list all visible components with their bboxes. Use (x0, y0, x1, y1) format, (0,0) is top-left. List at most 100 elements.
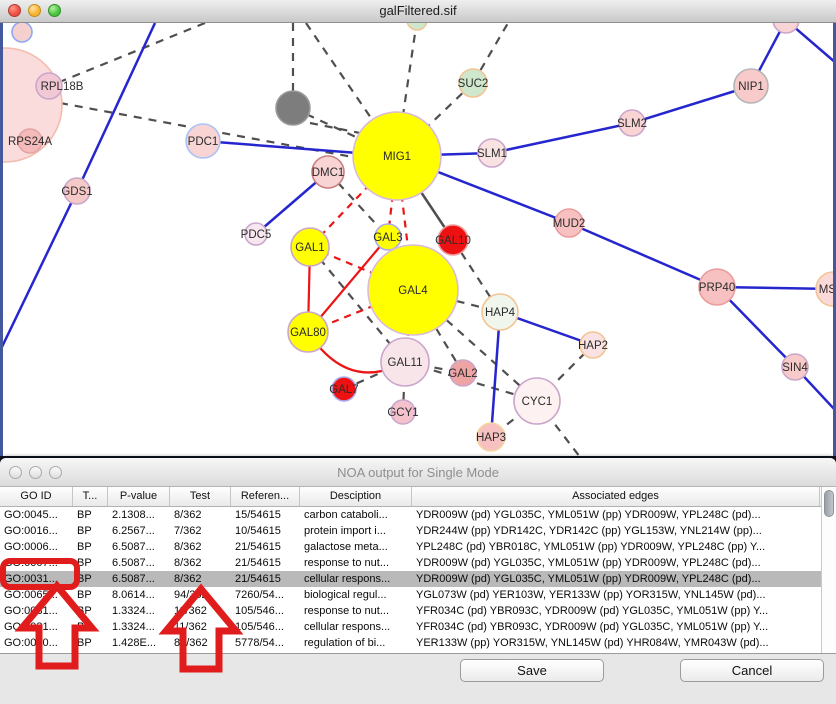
cell-edges: YDR009W (pd) YGL035C, YML051W (pp) YDR00… (416, 557, 761, 569)
cell-reference: 105/546... (235, 605, 284, 617)
node-label: SLM2 (617, 118, 647, 130)
cell-description: response to nut... (304, 557, 389, 569)
network-node-hap3[interactable] (476, 422, 506, 452)
node-label: GCY1 (387, 407, 418, 419)
network-edge (75, 23, 157, 192)
scrollbar-thumb[interactable] (824, 490, 834, 517)
table-row[interactable]: GO:0031... BP 1.3324... 11/362 105/546... res… (0, 603, 836, 619)
cell-type: BP (77, 637, 92, 649)
network-node-slm2[interactable] (618, 109, 646, 137)
network-edge (472, 23, 509, 84)
cell-type: BP (77, 589, 92, 601)
network-node-topgreen[interactable] (406, 23, 428, 31)
minimize-button[interactable] (28, 4, 41, 17)
network-node-mig1[interactable] (352, 111, 442, 201)
network-node-gcy1[interactable] (390, 399, 416, 425)
cell-p_value: 1.3324... (112, 621, 155, 633)
noa-window-title: NOA output for Single Mode (337, 465, 499, 480)
column-header-p_value[interactable]: P-value (108, 487, 170, 506)
network-node-hap2[interactable] (579, 331, 607, 359)
cell-reference: 7260/54... (235, 589, 284, 601)
cell-edges: YFR034C (pd) YBR093C, YDR009W (pd) YGL03… (416, 621, 769, 633)
network-edge (309, 246, 406, 363)
table-row[interactable]: GO:0007... BP 6.5087... 8/362 21/54615 respon… (0, 555, 836, 571)
table-row[interactable]: GO:0031... BP 6.5087... 8/362 21/54615 cellul… (0, 571, 836, 587)
cell-edges: YDR009W (pd) YGL035C, YML051W (pp) YDR00… (416, 573, 761, 585)
network-node-tlnode[interactable] (11, 23, 33, 43)
network-node-gal80[interactable] (287, 311, 329, 353)
network-node-prp40[interactable] (698, 268, 736, 306)
network-node-gal3[interactable] (374, 223, 402, 251)
table-row[interactable]: GO:0031... BP 1.3324... 11/362 105/546... cel… (0, 619, 836, 635)
minimize-button-inactive[interactable] (29, 466, 42, 479)
network-node-nip1[interactable] (733, 68, 769, 104)
table-row[interactable]: GO:0045... BP 2.1308... 8/362 15/54615 carbon… (0, 507, 836, 523)
network-node-rpl18b[interactable] (35, 72, 63, 100)
network-node-gal1[interactable] (290, 227, 330, 267)
cell-p_value: 6.5087... (112, 573, 155, 585)
column-header-edges[interactable]: Associated edges (412, 487, 820, 506)
network-canvas[interactable]: RPL18B RPS24A GDS1 PDC1 DMC1 MIG1 SUC2 SLM1 SLM2… (0, 23, 836, 456)
cell-go_id: GO:0065... (4, 589, 58, 601)
network-node-dmc1[interactable] (311, 155, 345, 189)
network-node-trnode[interactable] (772, 23, 800, 34)
cancel-button[interactable]: Cancel (680, 659, 824, 682)
table-row[interactable]: GO:0006... BP 6.5087... 8/362 21/54615 galact… (0, 539, 836, 555)
table-row[interactable]: GO:0050... BP 1.428E... 80/362 5778/54... reg… (0, 635, 836, 651)
cell-edges: YDR244W (pp) YDR142C, YDR142C (pp) YGL15… (416, 525, 762, 537)
column-header-reference[interactable]: Referen... (231, 487, 300, 506)
network-node-msi[interactable] (815, 271, 833, 307)
cell-p_value: 6.2567... (112, 525, 155, 537)
network-edge (395, 23, 418, 157)
zoom-button-inactive[interactable] (49, 466, 62, 479)
results-table[interactable]: GO ID T... P-value Test Referen... Desciption… (0, 487, 836, 654)
zoom-button[interactable] (48, 4, 61, 17)
network-node-hap4[interactable] (481, 293, 519, 331)
node-label: GAL4 (398, 285, 428, 297)
cell-reference: 105/546... (235, 621, 284, 633)
network-node-suc2[interactable] (458, 68, 488, 98)
table-row[interactable]: GO:0016... BP 6.2567... 7/362 10/54615 protei… (0, 523, 836, 539)
cell-go_id: GO:0031... (4, 573, 58, 585)
network-edge (396, 82, 474, 157)
network-node-gds1[interactable] (63, 177, 91, 205)
column-header-test[interactable]: Test (170, 487, 231, 506)
cell-go_id: GO:0031... (4, 605, 58, 617)
network-node-gal10[interactable] (437, 224, 469, 256)
column-header-type[interactable]: T... (73, 487, 108, 506)
column-header-description[interactable]: Desciption (300, 487, 412, 506)
network-node-sin4[interactable] (781, 353, 809, 381)
network-node-cyc1[interactable] (513, 377, 561, 425)
node-label: SLM1 (477, 148, 507, 160)
network-node-pdc5[interactable] (244, 222, 268, 246)
node-label: GAL11 (388, 357, 423, 369)
network-node-mud2[interactable] (554, 208, 584, 238)
node-label: GAL7 (329, 384, 358, 396)
node-label: CYC1 (522, 396, 553, 408)
network-node-gal4[interactable] (367, 244, 459, 336)
vertical-scrollbar[interactable] (821, 487, 836, 653)
network-node-graynode[interactable] (275, 90, 311, 126)
network-window-titlebar[interactable]: galFiltered.sif (0, 0, 836, 23)
column-header-go_id[interactable]: GO ID (0, 487, 73, 506)
cell-reference: 15/54615 (235, 509, 281, 521)
close-button-inactive[interactable] (9, 466, 22, 479)
cell-reference: 21/54615 (235, 557, 281, 569)
cell-p_value: 8.0614... (112, 589, 155, 601)
network-node-slm1[interactable] (477, 138, 507, 168)
network-node-pdc1[interactable] (185, 123, 221, 159)
network-node-rps24a[interactable] (17, 128, 43, 154)
network-node-gal2[interactable] (449, 359, 477, 387)
close-button[interactable] (8, 4, 21, 17)
table-row[interactable]: GO:0065... BP 8.0614... 94/362 7260/54... bio… (0, 587, 836, 603)
cell-reference: 5778/54... (235, 637, 284, 649)
network-edge (568, 221, 718, 289)
cell-description: galactose meta... (304, 541, 388, 553)
cell-description: cellular respons... (304, 573, 391, 585)
node-label: RPS24A (8, 136, 52, 148)
network-node-gal11[interactable] (380, 337, 430, 387)
noa-titlebar[interactable]: NOA output for Single Mode (0, 458, 836, 487)
node-label: MUD2 (553, 218, 586, 230)
save-button[interactable]: Save (460, 659, 604, 682)
network-node-gal7[interactable] (331, 376, 357, 402)
